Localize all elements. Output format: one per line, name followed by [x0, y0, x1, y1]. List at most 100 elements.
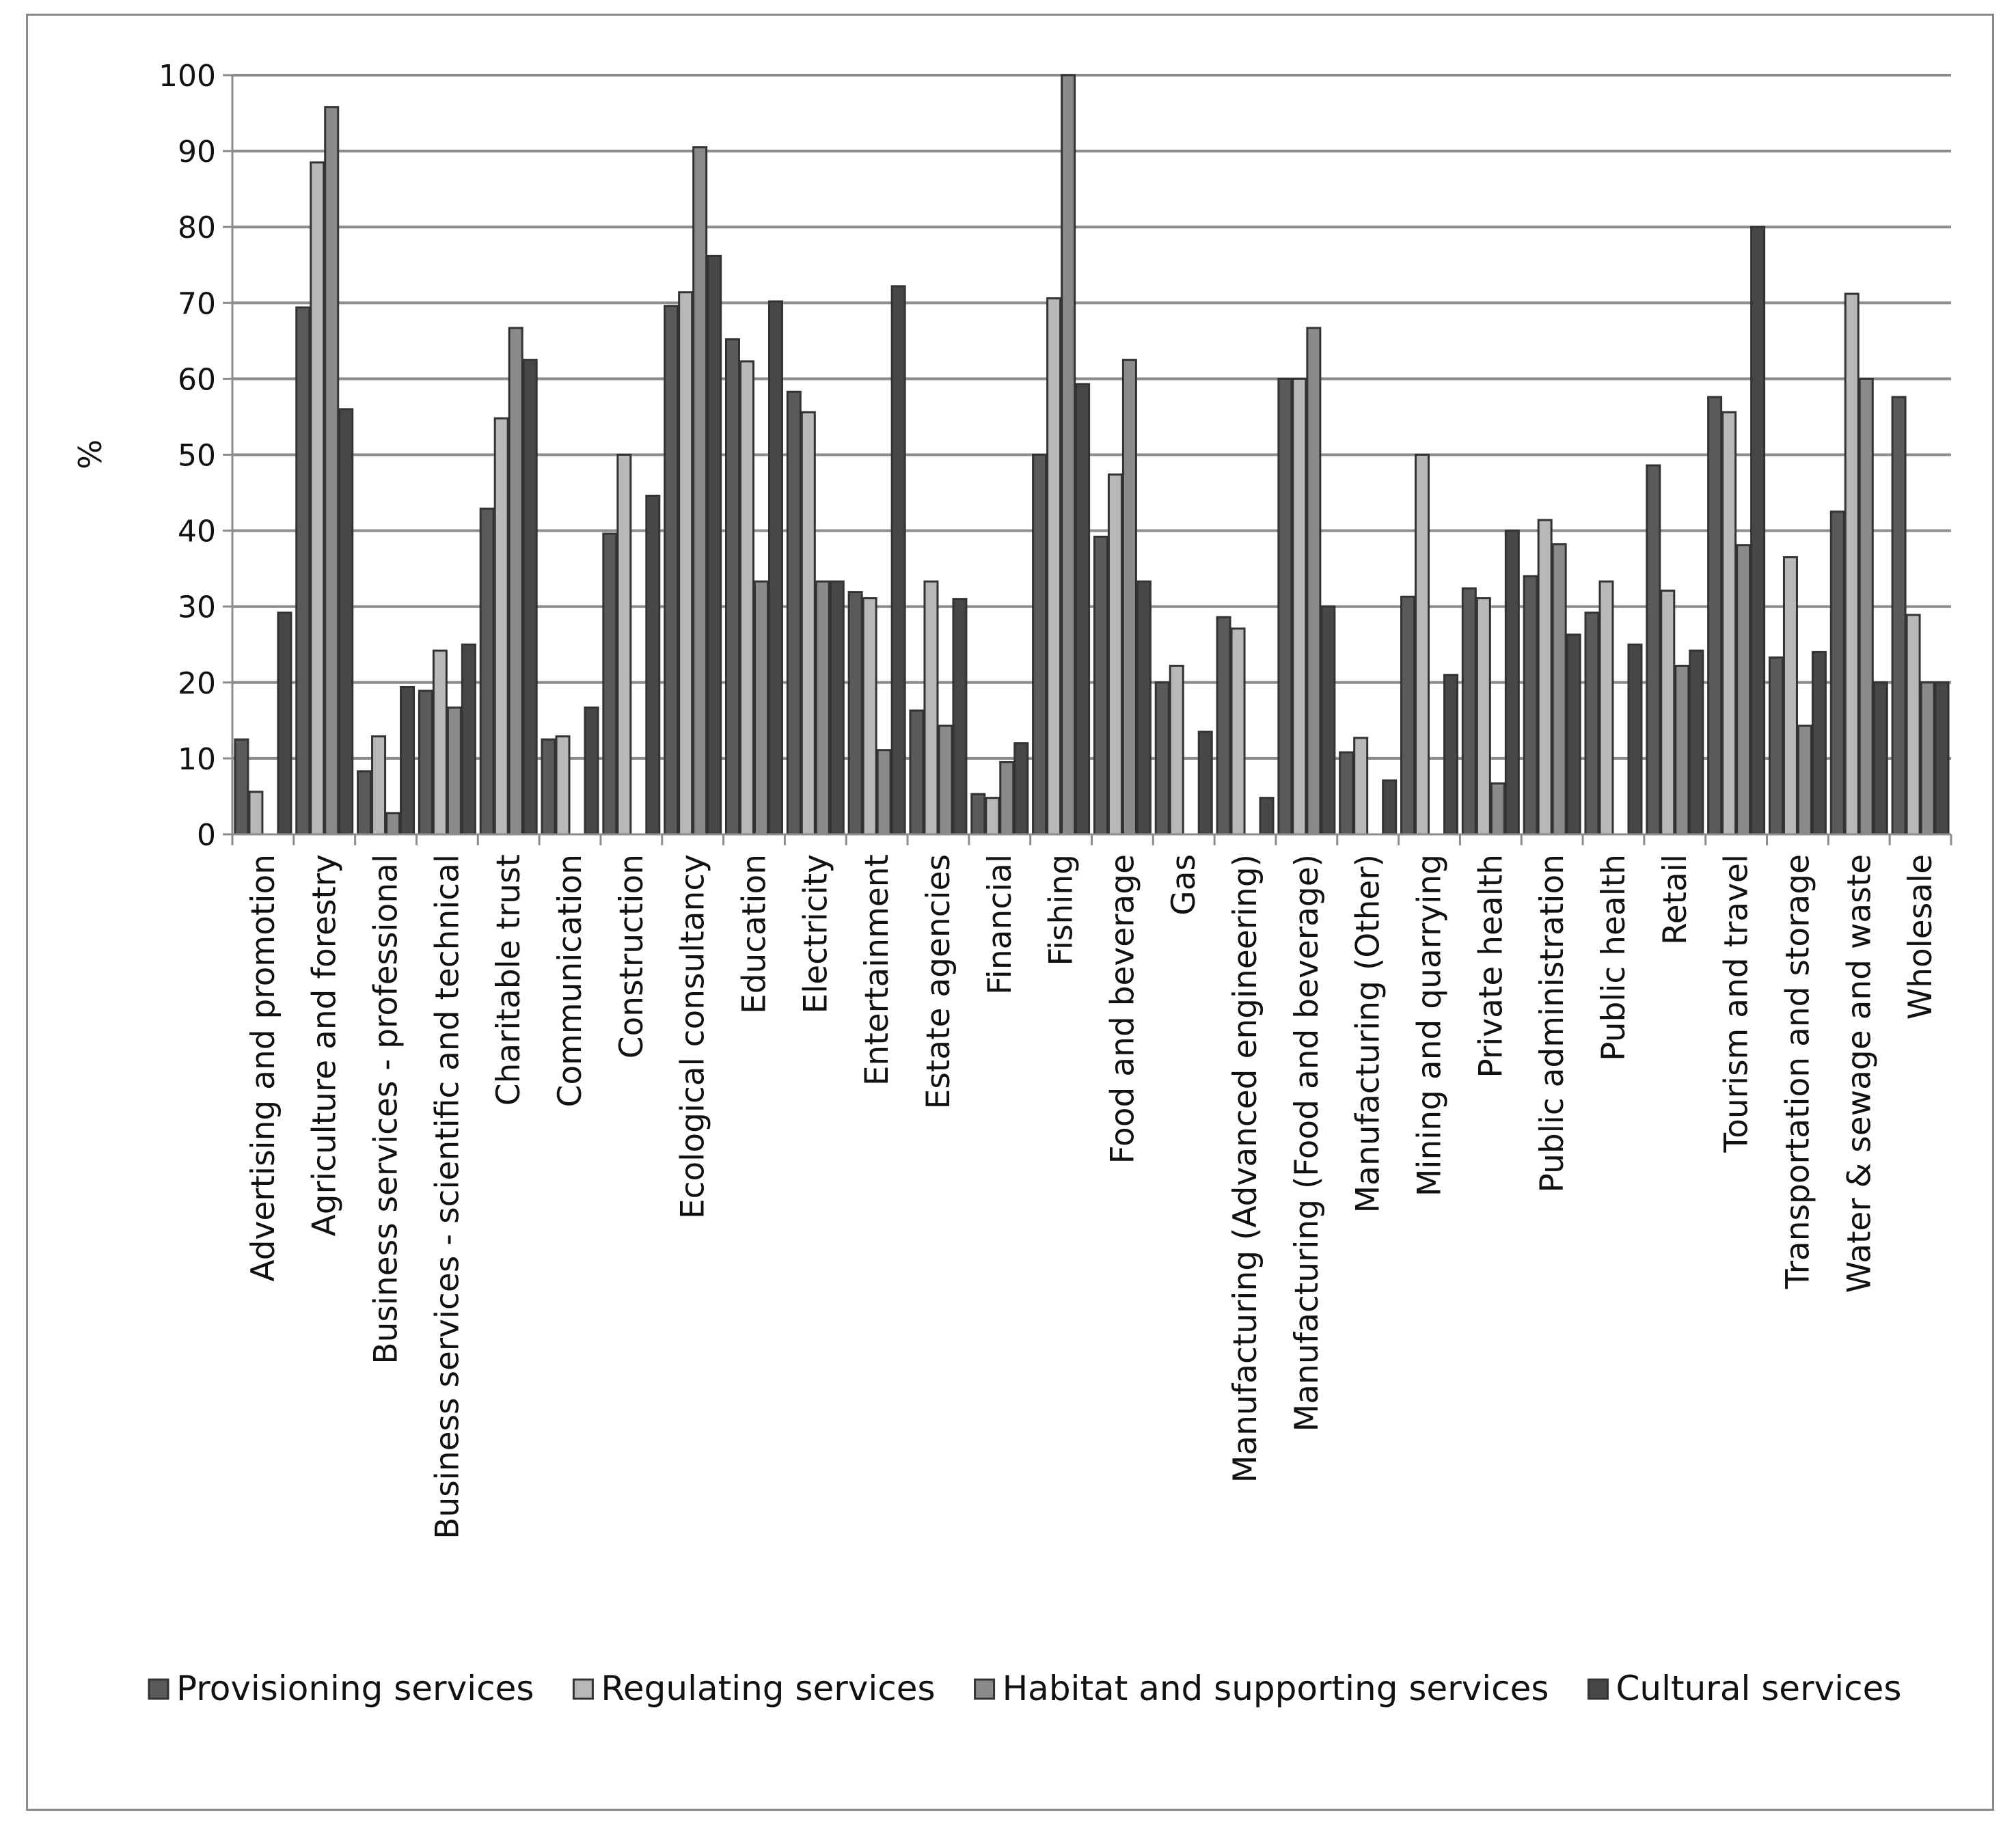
bar-1: [970, 793, 986, 836]
y-tick-label: 20: [178, 666, 216, 701]
bar-3: [1490, 782, 1506, 836]
bar-2: [1598, 580, 1614, 836]
legend: Provisioning services Regulating services…: [148, 1669, 1901, 1708]
y-tick-label: 50: [178, 439, 216, 474]
bar-3: [1551, 543, 1567, 836]
y-tick-label: 0: [197, 818, 216, 853]
bar-2: [1415, 454, 1430, 836]
bar-4: [1872, 681, 1888, 836]
bar-4: [461, 643, 476, 836]
bar-4: [338, 408, 354, 836]
y-tick-label: 70: [178, 286, 216, 321]
bar-1: [786, 390, 802, 836]
bar-2: [310, 161, 325, 836]
bar-2: [616, 454, 632, 836]
bar-2: [1292, 377, 1307, 836]
axes: 0 10 20 30 40 50 60 70 80 90 100 Advertising and pr…: [159, 59, 1952, 1539]
x-tick-label: Tourism and travel: [1718, 854, 1756, 1153]
bar-2: [1905, 614, 1921, 836]
bar-4: [1136, 580, 1152, 836]
bar-4: [400, 685, 416, 836]
bar-1: [664, 305, 679, 836]
bar-4: [645, 494, 661, 836]
y-axis-label: %: [72, 439, 109, 469]
bar-4: [890, 285, 906, 836]
x-tick-label: Education: [735, 854, 773, 1014]
bar-2: [1169, 664, 1184, 836]
y-tick-label: 30: [178, 590, 216, 625]
bar-3: [385, 812, 401, 836]
bar-1: [909, 709, 925, 836]
bars: [234, 74, 1950, 836]
x-tick-label: Communication: [551, 854, 589, 1107]
y-tick-label: 90: [178, 135, 216, 169]
x-tick-label: Mining and quarrying: [1411, 854, 1449, 1196]
bar-4: [1689, 649, 1704, 836]
bar-4: [584, 706, 599, 836]
bar-1: [357, 770, 372, 836]
bar-2: [1353, 737, 1369, 836]
bar-4: [1566, 633, 1581, 836]
bar-4: [1197, 730, 1213, 836]
bar-2: [1844, 292, 1860, 836]
bar-2: [800, 411, 816, 836]
bar-1: [1584, 612, 1600, 836]
x-tick-label: Agriculture and forestry: [306, 854, 344, 1236]
bar-3: [324, 106, 340, 836]
bar-2: [1721, 411, 1737, 836]
x-tick-label: Transportation and storage: [1779, 854, 1816, 1289]
x-tick-label: Retail: [1657, 854, 1694, 945]
y-tick-label: 40: [178, 515, 216, 549]
legend-label: Cultural services: [1616, 1669, 1901, 1708]
bar-2: [1660, 589, 1676, 836]
bar-4: [829, 580, 845, 836]
bar-1: [1768, 656, 1784, 836]
bar-4: [1934, 681, 1950, 836]
x-tick-label: Public health: [1595, 854, 1633, 1061]
bar-2: [739, 360, 754, 836]
bar-1: [1523, 575, 1538, 836]
x-tick-label: Manufacturing (Other): [1350, 854, 1387, 1213]
bar-2: [678, 291, 694, 836]
bar-3: [1674, 664, 1690, 836]
legend-swatch: [1587, 1678, 1609, 1700]
bar-1: [295, 306, 311, 836]
x-tick-label: Manufacturing (Advanced engineering): [1227, 854, 1264, 1483]
bar-3: [446, 706, 462, 836]
bar-3: [508, 327, 523, 836]
bar-4: [1382, 779, 1398, 836]
x-tick-label: Water & sewage and waste: [1840, 854, 1878, 1293]
bar-1: [418, 689, 433, 836]
bar-1: [1216, 616, 1231, 836]
x-tick-label: Public administration: [1534, 854, 1571, 1192]
bar-2: [1782, 556, 1798, 836]
bar-1: [847, 591, 863, 836]
bar-1: [1829, 510, 1845, 836]
bar-1: [724, 338, 740, 836]
x-tick-label: Estate agencies: [920, 854, 957, 1109]
legend-label: Provisioning services: [176, 1669, 534, 1708]
legend-swatch: [974, 1678, 996, 1700]
bar-2: [1230, 627, 1246, 836]
x-tick-label: Electricity: [797, 854, 834, 1013]
bar-3: [999, 761, 1015, 836]
x-tick-label: Food and beverage: [1104, 854, 1141, 1164]
legend-swatch: [148, 1678, 169, 1700]
bar-1: [1891, 396, 1907, 836]
bar-4: [707, 254, 722, 836]
x-tick-label: Private health: [1472, 854, 1510, 1078]
bar-1: [1646, 464, 1661, 836]
bar-3: [876, 749, 892, 836]
bar-3: [1797, 724, 1812, 836]
x-tick-label: Advertising and promotion: [245, 854, 282, 1282]
legend-label: Habitat and supporting services: [1003, 1669, 1549, 1708]
bar-4: [1259, 797, 1275, 836]
bar-4: [1320, 605, 1336, 836]
bar-2: [862, 597, 877, 836]
bar-4: [1013, 742, 1029, 836]
bar-2: [923, 580, 939, 836]
bar-4: [1627, 643, 1643, 836]
bar-2: [1046, 297, 1062, 836]
bar-2: [555, 735, 571, 836]
bar-4: [1811, 651, 1827, 836]
